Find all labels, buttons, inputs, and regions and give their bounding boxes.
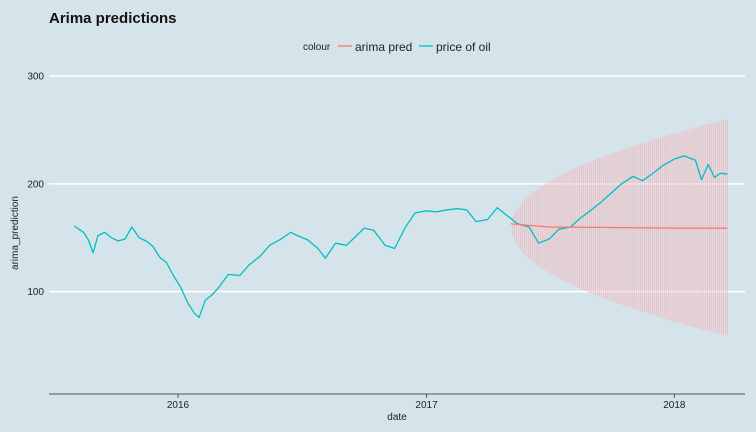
series-line-arima-pred xyxy=(510,223,728,229)
legend-label-arima-pred: arima pred xyxy=(355,40,412,54)
x-tick-label: 2017 xyxy=(415,400,438,411)
series-lines xyxy=(73,155,728,319)
y-tick-label: 100 xyxy=(27,287,44,298)
series-line-price-of-oil xyxy=(73,155,728,319)
y-axis-title: arima_prediction xyxy=(10,196,21,270)
chart-title: Arima predictions xyxy=(49,10,177,27)
x-axis: 2016 2017 2018 xyxy=(167,394,686,411)
legend-title: colour xyxy=(303,42,331,53)
y-axis: 100 200 300 xyxy=(27,72,44,298)
x-tick-label: 2018 xyxy=(663,400,686,411)
x-axis-title: date xyxy=(387,412,407,423)
y-tick-label: 300 xyxy=(27,72,44,83)
y-tick-label: 200 xyxy=(27,179,44,190)
legend: colour arima pred price of oil xyxy=(303,40,491,54)
x-tick-label: 2016 xyxy=(167,400,190,411)
legend-label-price-of-oil: price of oil xyxy=(436,40,491,54)
